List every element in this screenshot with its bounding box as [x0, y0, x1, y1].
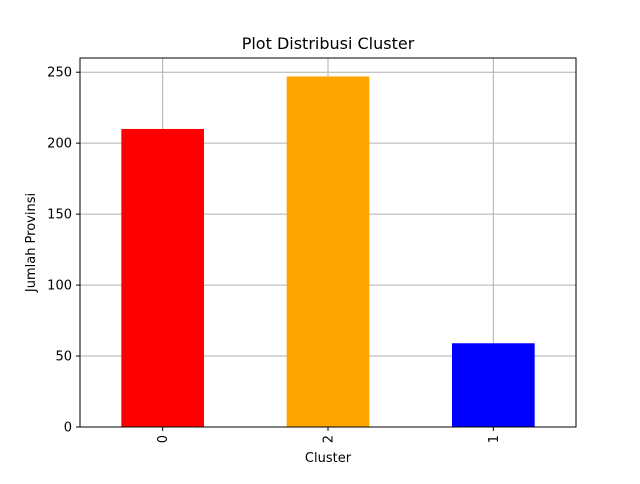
y-tick-label: 50 — [55, 350, 72, 365]
y-tick-label: 250 — [47, 66, 72, 81]
y-tick-label: 200 — [47, 137, 72, 152]
chart-title: Plot Distribusi Cluster — [242, 34, 415, 53]
y-tick-label: 150 — [47, 208, 72, 223]
bar-cluster-1 — [452, 343, 535, 427]
y-axis-label: Jumlah Provinsi — [24, 193, 39, 293]
y-axis: 0 50 100 150 200 250 — [47, 66, 80, 436]
x-axis-label: Cluster — [305, 451, 352, 466]
y-tick-label: 100 — [47, 279, 72, 294]
x-tick-label: 2 — [322, 435, 337, 443]
y-tick-label: 0 — [64, 421, 72, 436]
bar-cluster-2 — [286, 76, 370, 427]
x-tick-label: 0 — [156, 435, 171, 443]
bar-cluster-0 — [121, 128, 204, 427]
bars — [121, 76, 535, 427]
x-tick-label: 1 — [487, 435, 502, 443]
x-axis: 0 2 1 — [156, 427, 502, 443]
